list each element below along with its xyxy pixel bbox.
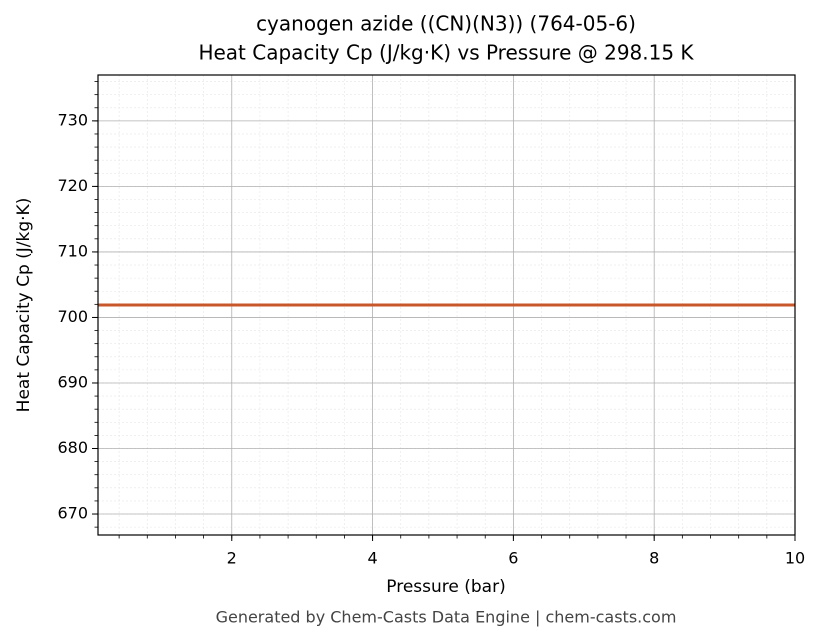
y-tick-label: 690 <box>57 372 88 391</box>
x-tick-label: 10 <box>785 549 805 568</box>
y-tick-label: 700 <box>57 307 88 326</box>
y-axis-label: Heat Capacity Cp (J/kg·K) <box>14 198 34 413</box>
chart-title: cyanogen azide ((CN)(N3)) (764-05-6) <box>256 12 636 36</box>
x-axis-label: Pressure (bar) <box>386 577 505 597</box>
y-tick-label: 730 <box>57 110 88 129</box>
y-tick-label: 680 <box>57 438 88 457</box>
x-tick-label: 4 <box>367 549 377 568</box>
y-tick-label: 670 <box>57 504 88 523</box>
x-tick-label: 2 <box>227 549 237 568</box>
y-tick-label: 710 <box>57 241 88 260</box>
plot-frame <box>97 74 796 536</box>
x-tick-label: 8 <box>649 549 659 568</box>
y-tick-label: 720 <box>57 176 88 195</box>
footer: Generated by Chem-Casts Data Engine | ch… <box>216 608 677 627</box>
x-tick-label: 6 <box>508 549 518 568</box>
chart-subtitle: Heat Capacity Cp (J/kg·K) vs Pressure @ … <box>198 41 694 65</box>
